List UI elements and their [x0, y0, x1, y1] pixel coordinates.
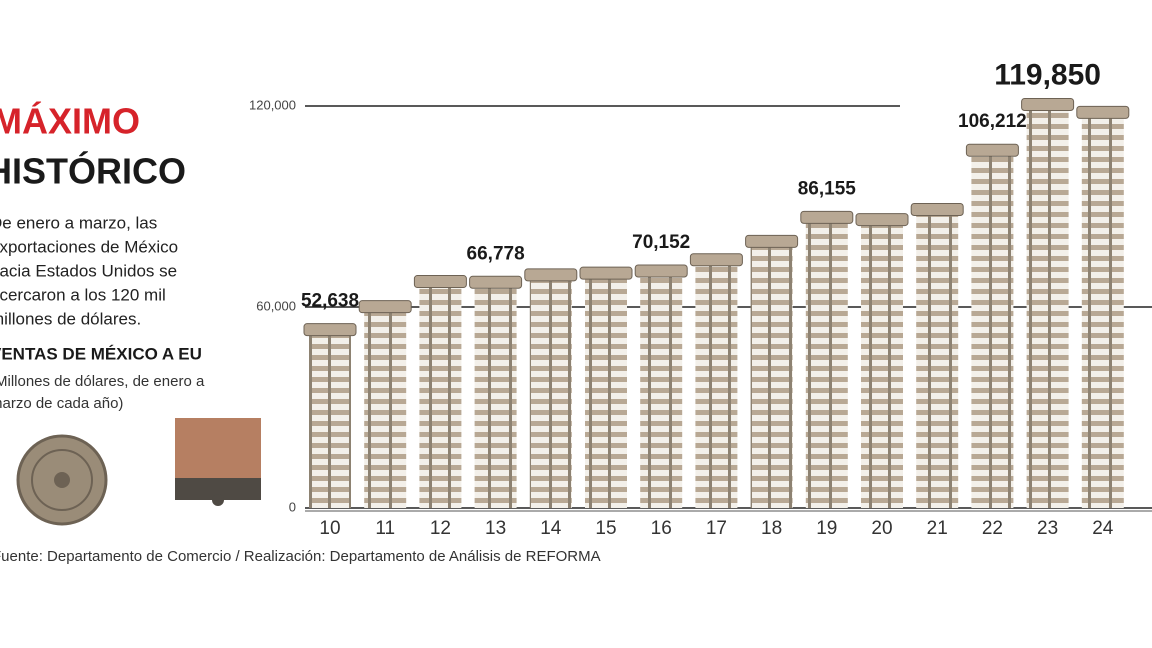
value-label: 86,155	[798, 178, 857, 199]
x-tick-label: 10	[319, 518, 340, 539]
units-line: (Millones de dólares, de enero a	[0, 373, 205, 390]
x-tick-label: 24	[1092, 518, 1114, 539]
bar-cap	[800, 210, 854, 224]
x-tick-label: 15	[595, 518, 616, 539]
bar	[529, 276, 572, 508]
bar-cap	[689, 253, 743, 267]
bar-cap	[965, 143, 1019, 157]
bar-cap	[745, 234, 799, 248]
subtitle: HISTÓRICO	[0, 150, 186, 192]
bar-cap	[855, 213, 909, 227]
bar	[695, 261, 738, 508]
bar	[861, 221, 903, 508]
value-label: 70,152	[632, 232, 690, 253]
y-tick-label: 0	[289, 499, 296, 514]
bar	[309, 331, 351, 508]
bar-cap	[469, 275, 523, 289]
value-label: 66,778	[467, 243, 525, 264]
x-tick-label: 17	[706, 518, 727, 539]
units-line: marzo de cada año)	[0, 395, 123, 412]
bar	[805, 219, 848, 509]
source: Fuente: Departamento de Comercio / Reali…	[0, 548, 601, 565]
x-tick-label: 16	[651, 518, 672, 539]
bar-cap	[358, 300, 412, 314]
bar	[750, 243, 793, 508]
bar-cap	[303, 323, 357, 337]
y-tick-label: 120,000	[249, 97, 296, 112]
chart-title: VENTAS DE MÉXICO A EU	[0, 344, 202, 363]
value-label: 119,850	[994, 58, 1101, 91]
x-tick-label: 12	[430, 518, 451, 539]
bar	[1026, 106, 1069, 508]
x-tick-label: 18	[761, 518, 782, 539]
bar-cap	[910, 203, 964, 217]
x-tick-label: 22	[982, 518, 1003, 539]
bar-cap	[1076, 105, 1130, 119]
bar	[364, 308, 407, 508]
x-tick-label: 19	[816, 518, 837, 539]
x-tick-label: 13	[485, 518, 506, 539]
description-line: millones de dólares.	[0, 309, 141, 328]
y-tick-label: 60,000	[256, 298, 296, 313]
bar	[474, 284, 517, 508]
x-tick-label: 23	[1037, 518, 1058, 539]
value-label: 106,212	[958, 111, 1027, 132]
x-tick-label: 21	[927, 518, 948, 539]
bar	[971, 152, 1014, 508]
bar-cap	[1021, 98, 1075, 112]
title: MÁXIMO	[0, 101, 140, 142]
bar	[640, 272, 683, 508]
bar	[585, 275, 627, 508]
description-line: acercaron a los 120 mil	[0, 285, 166, 304]
bar-cap	[524, 268, 578, 282]
description-line: De enero a marzo, las	[0, 213, 157, 232]
bar	[1081, 114, 1124, 508]
bar-cap	[579, 266, 633, 280]
legend-icons	[16, 418, 261, 526]
x-tick-label: 14	[540, 518, 562, 539]
bar	[419, 283, 462, 508]
bar-cap	[413, 275, 467, 289]
x-tick-label: 20	[871, 518, 892, 539]
description-line: exportaciones de México	[0, 237, 178, 256]
bar	[916, 211, 959, 508]
x-tick-label: 11	[375, 518, 395, 539]
bar-cap	[634, 264, 688, 278]
value-label: 52,638	[301, 291, 359, 312]
description-line: hacia Estados Unidos se	[0, 261, 177, 280]
